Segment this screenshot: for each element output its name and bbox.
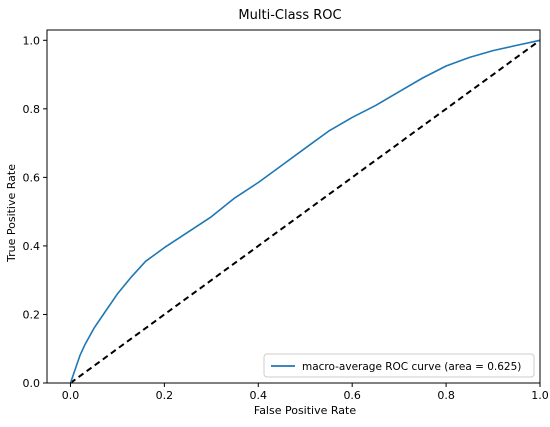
- plot-area: [69, 39, 541, 384]
- x-tick-label: 0.0: [62, 389, 80, 402]
- y-tick-label: 0.0: [23, 377, 41, 390]
- y-tick-label: 0.6: [23, 171, 41, 184]
- x-tick-label: 1.0: [531, 389, 549, 402]
- plot-frame: [46, 29, 541, 384]
- y-tick-label: 0.8: [23, 103, 41, 116]
- y-axis-label: True Positive Rate: [5, 164, 18, 263]
- y-tick-label: 0.2: [23, 308, 41, 321]
- chance-diagonal-line: [69, 39, 541, 384]
- legend-box: [263, 353, 535, 378]
- y-tick-label: 1.0: [23, 34, 41, 47]
- y-tick-label: 0.4: [23, 240, 41, 253]
- axis-ticks: 0.0 0.2 0.4 0.6 0.8 1.0 0.0 0.2 0.4 0.6 0.8 1.0: [23, 34, 549, 402]
- legend: macro-average ROC curve (area = 0.625): [263, 353, 535, 378]
- legend-entry-label: macro-average ROC curve (area = 0.625): [302, 361, 521, 373]
- x-tick-label: 0.2: [156, 389, 174, 402]
- x-tick-label: 0.6: [343, 389, 361, 402]
- x-axis-label: False Positive Rate: [254, 404, 356, 417]
- chart-title: Multi-Class ROC: [238, 8, 341, 23]
- roc-curve-line: [69, 39, 541, 384]
- x-tick-label: 0.8: [437, 389, 455, 402]
- x-tick-label: 0.4: [250, 389, 268, 402]
